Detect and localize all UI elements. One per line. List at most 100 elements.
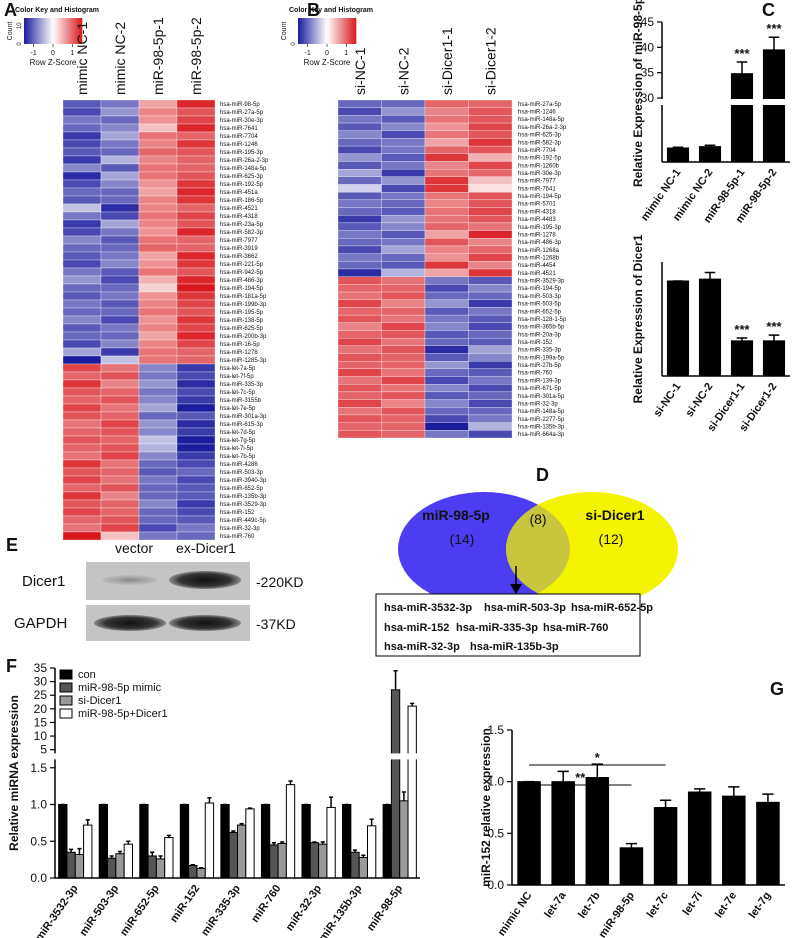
key-swatch xyxy=(344,18,347,44)
heat-cell xyxy=(176,419,216,429)
error-bar xyxy=(109,855,114,859)
heat-cell xyxy=(62,99,102,109)
heat-cell xyxy=(381,261,426,270)
row-label: hsa-miR-27b-5p xyxy=(518,363,562,369)
row-label: hsa-miR-192-5p xyxy=(220,182,264,188)
row-label: hsa-miR-195-5p xyxy=(220,310,264,316)
heat-cell xyxy=(424,399,469,408)
heat-cell xyxy=(337,138,382,147)
heat-cell xyxy=(176,459,216,469)
heat-cell xyxy=(424,161,469,170)
row-label: hsa-miR-27a-5p xyxy=(518,102,562,108)
heat-cell xyxy=(176,275,216,285)
error-bar xyxy=(557,770,569,782)
heat-cell xyxy=(62,515,102,525)
row-label: hsa-miR-98-5p xyxy=(220,102,260,108)
row-label: hsa-miR-503-5p xyxy=(518,302,562,308)
row-label: hsa-miR-4318 xyxy=(518,209,556,215)
heat-cell xyxy=(381,361,426,370)
bar xyxy=(687,791,712,886)
heat-cell xyxy=(424,207,469,216)
heat-cell xyxy=(62,523,102,533)
significance: * xyxy=(595,750,601,765)
y-axis-label: Relative Expression of Dicer1 xyxy=(631,234,645,403)
arrowhead xyxy=(510,584,522,594)
key-swatch xyxy=(68,18,71,44)
heat-cell xyxy=(337,99,382,108)
heat-cell xyxy=(424,192,469,201)
panel-letter: F xyxy=(6,656,17,676)
heat-cell xyxy=(100,403,140,413)
heat-cell xyxy=(62,331,102,341)
row-label: hsa-miR-1246 xyxy=(518,110,556,116)
x-tick-label: let-7e xyxy=(713,890,739,920)
list-box xyxy=(375,593,641,657)
key-swatch xyxy=(47,18,50,44)
x-tick-label: mimic NC xyxy=(496,890,535,938)
heat-cell xyxy=(337,314,382,323)
key-swatch xyxy=(76,18,79,44)
heat-cell xyxy=(468,184,513,193)
bar xyxy=(722,795,746,886)
heat-cell xyxy=(337,253,382,262)
key-swatch xyxy=(336,18,339,44)
heat-cell xyxy=(176,211,216,221)
x-tick-label: miR-335-3p xyxy=(199,883,243,938)
row-label: hsa-let-7g-5p xyxy=(220,438,256,444)
venn-label: miR-98-5p xyxy=(422,507,490,523)
heat-cell xyxy=(468,238,513,247)
key-swatch xyxy=(315,18,318,44)
heat-cell xyxy=(424,268,469,277)
heat-cell xyxy=(424,391,469,400)
heat-cell xyxy=(176,171,216,181)
key-swatch xyxy=(25,18,29,44)
key-swatch xyxy=(342,18,345,44)
bar xyxy=(155,858,166,879)
heat-cell xyxy=(62,507,102,517)
bar xyxy=(301,804,311,879)
heat-cell xyxy=(381,207,426,216)
heat-cell xyxy=(100,227,140,237)
key-swatch xyxy=(298,18,301,44)
heat-cell xyxy=(468,230,513,239)
heat-cell xyxy=(62,315,102,325)
key-swatch xyxy=(323,18,326,44)
x-tick-label: miR-135b-3p xyxy=(317,883,365,938)
panel-letter: G xyxy=(770,679,784,699)
row-label: hsa-miR-5701 xyxy=(518,202,556,208)
key-tick-label: 0 xyxy=(325,50,329,57)
key-swatch xyxy=(78,18,81,44)
row-label: hsa-miR-449c-5p xyxy=(220,518,267,524)
error-bar xyxy=(85,819,90,826)
heat-cell xyxy=(337,414,382,423)
heat-cell xyxy=(100,203,140,213)
key-swatch xyxy=(319,18,322,44)
heat-cell xyxy=(62,195,102,205)
heat-cell xyxy=(381,245,426,254)
heat-cell xyxy=(100,323,140,333)
key-swatch xyxy=(70,18,73,44)
y-tick-label: 0.5 xyxy=(487,826,504,840)
heat-cell xyxy=(424,291,469,300)
heat-cell xyxy=(424,176,469,185)
row-label: hsa-miR-671-5p xyxy=(518,386,562,392)
row-label: hsa-miR-4521 xyxy=(518,271,556,277)
panel-letter: C xyxy=(762,0,775,20)
heat-cell xyxy=(100,523,140,533)
heat-cell xyxy=(100,267,140,277)
bar xyxy=(390,689,401,879)
x-tick-label: miR-503-3p xyxy=(77,883,121,938)
heat-cell xyxy=(176,491,216,501)
key-swatch xyxy=(66,18,69,44)
row-label: hsa-miR-195-3p xyxy=(518,225,562,231)
key-swatch xyxy=(325,18,328,44)
heat-cell xyxy=(424,199,469,208)
row-label: hsa-miR-181a-5p xyxy=(220,294,267,300)
heat-cell xyxy=(138,315,178,325)
heat-cell xyxy=(337,238,382,247)
key-swatch xyxy=(309,18,312,44)
bar xyxy=(762,340,786,377)
bar xyxy=(407,705,417,879)
error-bar xyxy=(150,851,155,856)
heat-cell xyxy=(337,122,382,131)
